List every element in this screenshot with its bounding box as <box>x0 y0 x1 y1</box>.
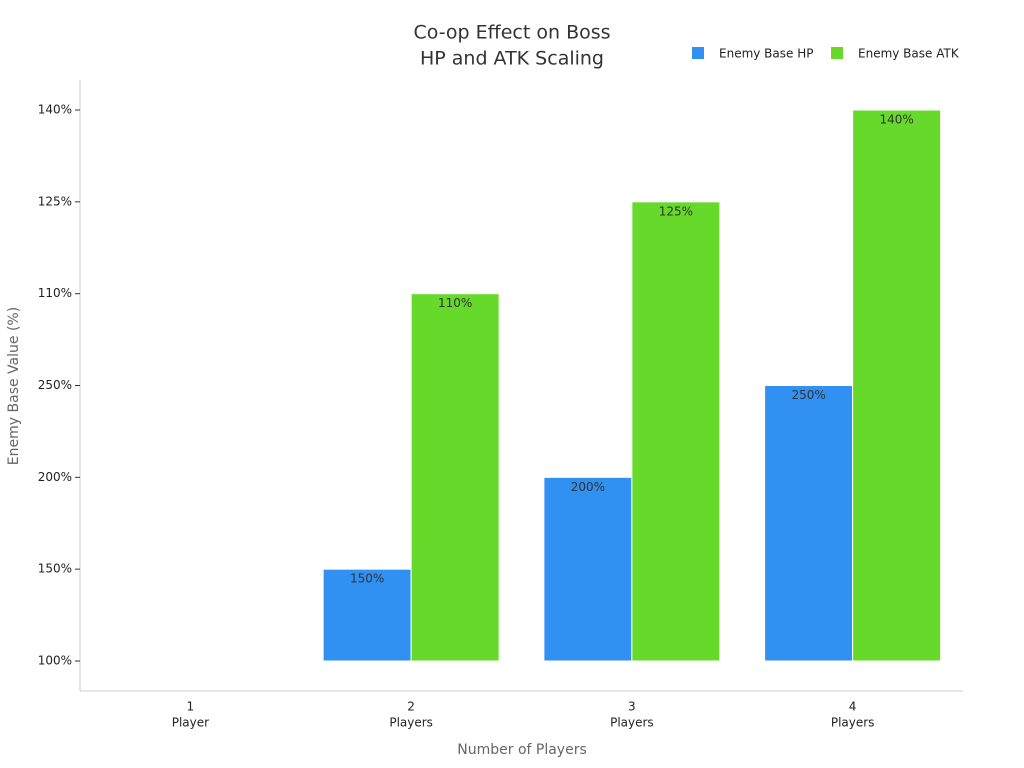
y-tick-label: 110% <box>38 286 72 300</box>
chart-title: HP and ATK Scaling <box>420 48 604 70</box>
x-tick-label: 4 <box>849 700 857 714</box>
bar <box>410 293 500 662</box>
legend-swatch <box>692 47 704 59</box>
y-axis-title: Enemy Base Value (%) <box>6 307 22 465</box>
y-tick-label: 125% <box>38 194 72 208</box>
bar <box>543 476 633 662</box>
bar <box>764 385 854 662</box>
y-tick-label: 140% <box>38 103 72 117</box>
x-tick-label: Players <box>831 716 875 730</box>
x-tick-label: Players <box>610 716 654 730</box>
value-label: 125% <box>659 204 693 218</box>
x-axis-title: Number of Players <box>457 742 587 758</box>
value-label: 140% <box>879 113 913 127</box>
x-tick-label: Player <box>172 716 209 730</box>
legend-swatch <box>831 47 843 59</box>
bar <box>631 201 721 662</box>
y-tick-label: 200% <box>38 470 72 484</box>
y-tick-label: 100% <box>38 654 72 668</box>
x-tick-label: 3 <box>628 700 636 714</box>
bar <box>852 109 942 662</box>
x-tick-label: Players <box>389 716 433 730</box>
legend-label: Enemy Base ATK <box>858 47 960 61</box>
value-label: 150% <box>350 572 384 586</box>
x-tick-label: 2 <box>407 700 415 714</box>
y-tick-label: 250% <box>38 378 72 392</box>
legend-label: Enemy Base HP <box>719 47 813 61</box>
value-label: 200% <box>571 480 605 494</box>
x-tick-label: 1 <box>187 700 195 714</box>
value-label: 110% <box>438 296 472 310</box>
y-tick-label: 150% <box>38 562 72 576</box>
chart-title: Co-op Effect on Boss <box>413 22 610 44</box>
value-label: 250% <box>791 388 825 402</box>
